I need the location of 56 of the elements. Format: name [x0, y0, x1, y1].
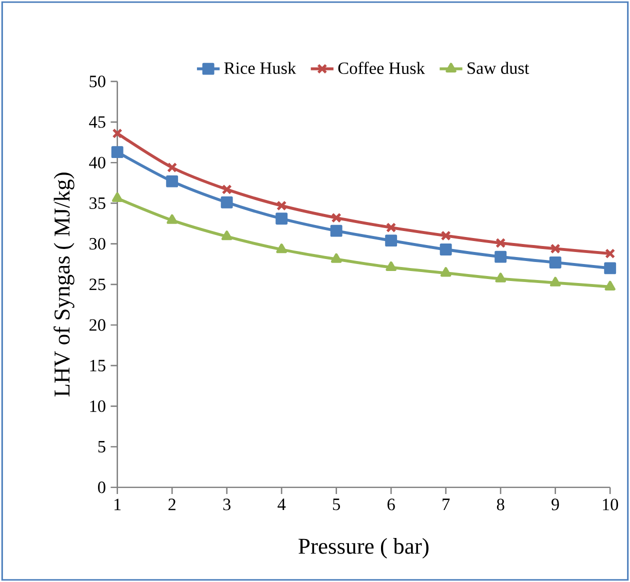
- point: [604, 262, 616, 274]
- y-tick-label: 40: [89, 156, 106, 168]
- point: [604, 280, 616, 290]
- y-tick-label: 20: [90, 319, 106, 331]
- point: [605, 248, 616, 259]
- point: [221, 230, 232, 240]
- point: [112, 192, 123, 202]
- y-tick-label: 35: [90, 197, 106, 209]
- x-tick-label: 5: [333, 498, 340, 510]
- point: [167, 162, 178, 173]
- point: [385, 234, 398, 247]
- x-tick-label: 1: [114, 498, 121, 510]
- point: [550, 244, 560, 254]
- point: [112, 128, 122, 138]
- legend-label: Saw dust: [468, 62, 530, 74]
- point: [276, 212, 288, 225]
- x-tick-label: 4: [278, 498, 286, 510]
- y-tick-label: 10: [90, 400, 106, 412]
- x-tick-label: 8: [496, 498, 504, 510]
- y-tick-label: 5: [98, 441, 106, 452]
- point: [166, 214, 178, 224]
- x-tick-label: 10: [602, 498, 618, 510]
- point: [386, 261, 396, 271]
- point: [276, 244, 287, 254]
- x-tick-label: 7: [442, 498, 450, 510]
- y-tick-label: 15: [90, 360, 106, 372]
- point: [550, 276, 561, 286]
- point: [222, 184, 232, 194]
- point: [386, 222, 396, 233]
- y-tick-label: 30: [90, 238, 106, 250]
- point: [440, 244, 452, 256]
- point: [220, 196, 233, 208]
- x-tick-label: 2: [168, 498, 176, 510]
- point: [495, 272, 506, 282]
- legend-label: Coffee Husk: [338, 62, 425, 74]
- point: [494, 250, 507, 263]
- point: [330, 224, 342, 237]
- y-tick-label: 0: [98, 482, 106, 494]
- point: [549, 256, 562, 268]
- y-axis-title: LHV of Syngas ( MJ/kg): [54, 172, 74, 397]
- x-tick-label: 3: [223, 498, 230, 510]
- point: [166, 175, 178, 188]
- y-tick-label: 45: [89, 116, 106, 128]
- x-tick-label: 6: [388, 498, 395, 510]
- point: [330, 253, 342, 263]
- point: [331, 212, 342, 223]
- point: [440, 230, 451, 241]
- y-tick-label: 50: [90, 76, 106, 88]
- point: [440, 267, 452, 277]
- x-tick-label: 9: [552, 498, 559, 510]
- point: [276, 200, 287, 211]
- y-tick-label: 25: [90, 278, 106, 290]
- point: [111, 146, 124, 158]
- x-axis-title: Pressure ( bar): [298, 538, 428, 558]
- legend-label: Rice Husk: [224, 62, 296, 74]
- point: [496, 238, 506, 248]
